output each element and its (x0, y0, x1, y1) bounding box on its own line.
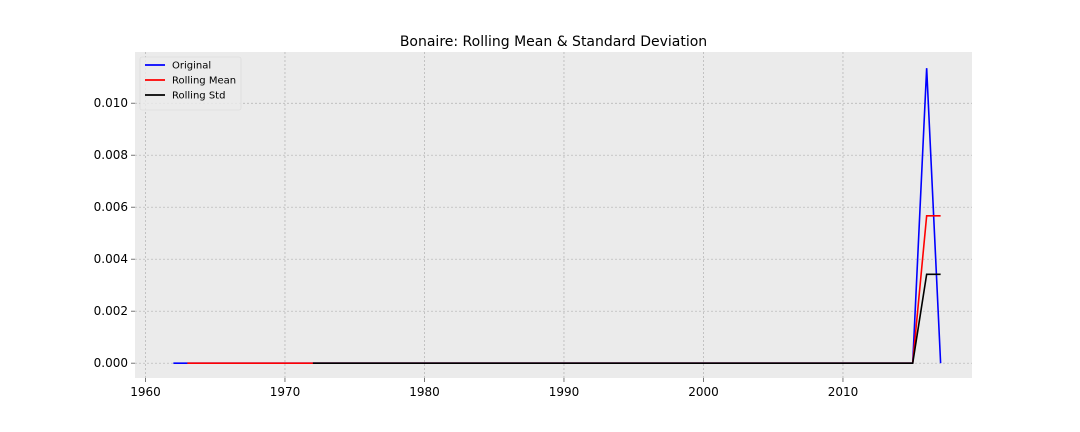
legend: Original Rolling Mean Rolling Std (139, 56, 242, 111)
legend-label: Rolling Mean (172, 76, 236, 87)
x-tick-label: 1980 (409, 385, 440, 399)
chart-title: Bonaire: Rolling Mean & Standard Deviati… (400, 34, 707, 50)
y-tick-label: 0.008 (94, 148, 128, 162)
x-tick-label: 2010 (828, 385, 859, 399)
legend-box (139, 56, 242, 111)
legend-label: Original (172, 61, 211, 72)
x-tick-label: 2000 (688, 385, 719, 399)
y-tick-label: 0.006 (94, 200, 128, 214)
x-tick-label: 1990 (549, 385, 580, 399)
axis-ticks: 1960 1970 1980 1990 2000 2010 0.000 0.002 0.004 0… (94, 96, 859, 399)
plot-area (135, 52, 972, 378)
legend-label: Rolling Std (172, 91, 225, 102)
y-tick-label: 0.004 (94, 252, 128, 266)
y-tick-label: 0.002 (94, 304, 128, 318)
x-tick-label: 1970 (270, 385, 301, 399)
series-lines (173, 68, 942, 364)
x-tick-label: 1960 (130, 385, 161, 399)
y-tick-label: 0.000 (94, 356, 128, 370)
series-line-3 (312, 273, 941, 364)
y-tick-label: 0.010 (94, 96, 128, 110)
